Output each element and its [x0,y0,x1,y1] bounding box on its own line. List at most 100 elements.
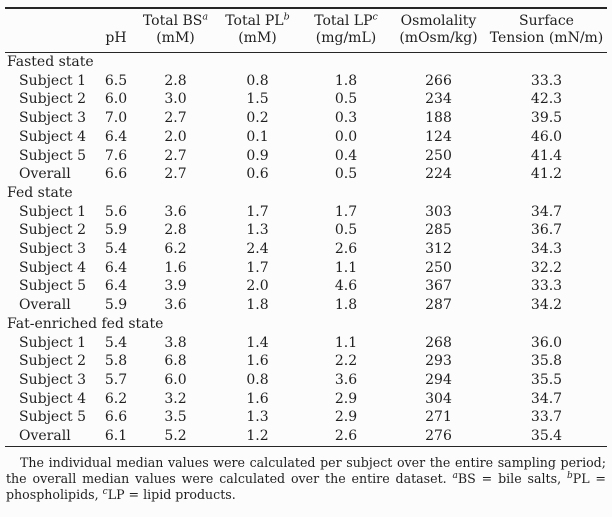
cell-value: 3.5 [164,409,187,426]
cell-value: 6.2 [104,390,128,407]
superscript-b: b [283,11,290,23]
table-body: Fasted state Subject 1 6.5 2.8 0.8 1.8 266 33.3… [5,53,607,447]
footnote: The individual median values were calcul… [6,455,606,503]
cell-value: 2.8 [164,72,187,89]
cell-value: 6.0 [104,91,128,108]
cell-value: 1.1 [334,334,358,351]
col-header-title-text: Total PL [225,13,284,29]
cell-value: 1.3 [246,409,269,426]
cell-value: 0.1 [246,128,269,145]
row-label: Subject 1 [19,334,87,351]
table-row: Subject 4 6.2 3.2 1.6 2.9 304 34.7 [5,390,607,409]
cell-value: 6.1 [104,428,128,445]
cell-value: 0.5 [334,222,358,239]
cell-value: 188 [425,110,452,127]
cell-value: 6.4 [104,259,128,276]
cell-value: 0.2 [246,110,269,127]
cell-value: 7.6 [104,147,128,164]
table-row: Subject 1 5.6 3.6 1.7 1.7 303 34.7 [5,203,607,222]
row-label: Subject 4 [19,128,87,145]
row-label: Subject 1 [19,72,87,89]
footnote-text: PL = phospholipids, [6,470,606,502]
cell-value: 3.2 [164,390,187,407]
section-header-row: Fasted state [5,53,607,72]
cell-value: 3.8 [164,334,187,351]
col-header-surface-tension: Surface Tension (mN/m) [486,8,607,53]
cell-value: 6.0 [164,371,187,388]
cell-value: 32.2 [530,259,563,276]
cell-value: 2.0 [164,128,187,145]
cell-value: 285 [425,222,452,239]
cell-value: 234 [425,91,452,108]
table-row: Subject 2 5.9 2.8 1.3 0.5 285 36.7 [5,221,607,240]
table-row: Subject 3 7.0 2.7 0.2 0.3 188 39.5 [5,109,607,128]
cell-value: 5.7 [104,371,128,388]
cell-value: 2.9 [334,390,358,407]
paper-table-page: pH Total BSa (mM) Total PLb (mM) Total L… [5,7,607,503]
table-row: Subject 2 6.0 3.0 1.5 0.5 234 42.3 [5,90,607,109]
cell-value: 36.7 [530,222,563,239]
cell-value: 1.8 [334,72,358,89]
cell-value: 2.7 [164,147,187,164]
cell-value: 2.9 [334,409,358,426]
cell-value: 1.6 [246,390,269,407]
cell-value: 33.7 [530,409,563,426]
cell-value: 294 [425,371,452,388]
cell-value: 6.8 [164,353,187,370]
cell-value: 6.5 [104,72,128,89]
row-label: Overall [19,166,71,183]
cell-value: 34.7 [530,390,563,407]
cell-value: 0.8 [246,72,269,89]
col-header-title: Total LPc [301,12,391,30]
cell-value: 287 [425,297,452,314]
cell-value: 0.8 [246,371,269,388]
col-header-total-lp: Total LPc (mg/mL) [301,8,391,53]
cell-value: 2.2 [334,353,358,370]
cell-value: 0.4 [334,147,358,164]
footnote-sup-c: c [102,486,108,497]
cell-value: 1.8 [334,297,358,314]
row-label: Subject 2 [19,222,87,239]
cell-value: 5.2 [164,428,187,445]
col-header-title-text: Total BS [142,13,203,29]
col-header-unit: (mOsm/kg) [399,30,478,46]
row-label: Subject 5 [19,278,87,295]
col-header-title: Total PLb [214,11,301,30]
table-row: Subject 5 6.6 3.5 1.3 2.9 271 33.7 [5,408,607,427]
cell-value: 35.5 [530,371,563,388]
cell-value: 1.4 [246,334,269,351]
cell-value: 33.3 [530,72,563,89]
cell-value: 2.8 [164,222,187,239]
cell-value: 312 [425,241,452,258]
cell-value: 2.0 [246,278,269,295]
median-values-table: pH Total BSa (mM) Total PLb (mM) Total L… [5,7,607,447]
section-label: Fasted state [7,54,94,70]
cell-value: 2.6 [334,241,358,258]
cell-value: 2.6 [334,428,358,445]
cell-value: 41.4 [530,147,563,164]
cell-value: 2.7 [164,166,187,183]
cell-value: 6.4 [104,278,128,295]
cell-value: 35.8 [530,353,563,370]
row-label: Subject 5 [19,409,87,426]
cell-value: 5.9 [104,222,128,239]
cell-value: 1.6 [246,353,269,370]
cell-value: 1.2 [246,428,269,445]
cell-value: 276 [425,428,452,445]
section-label: Fed state [7,184,73,201]
table-row: Overall 5.9 3.6 1.8 1.8 287 34.2 [5,296,607,315]
cell-value: 250 [425,147,452,164]
cell-value: 6.6 [104,409,128,426]
col-header-ph: pH [95,8,137,53]
cell-value: 6.6 [104,166,128,183]
cell-value: 0.5 [334,166,358,183]
row-label: Subject 2 [19,353,87,370]
cell-value: 1.7 [334,203,358,220]
cell-value: 1.6 [164,259,187,276]
cell-value: 36.0 [530,334,563,351]
table-row: Subject 1 6.5 2.8 0.8 1.8 266 33.3 [5,72,607,91]
col-header-title: Total BSa [137,12,214,30]
cell-value: 34.2 [530,297,563,314]
cell-value: 3.6 [164,297,187,314]
cell-value: 6.2 [164,241,187,258]
